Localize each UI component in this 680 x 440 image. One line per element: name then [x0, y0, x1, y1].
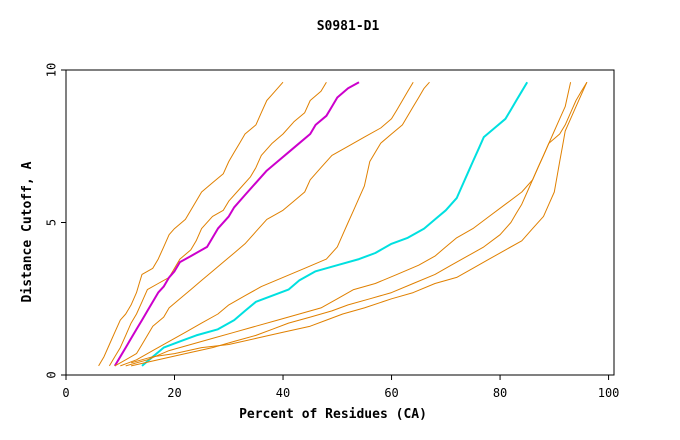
x-tick-label: 100 — [598, 386, 620, 400]
y-tick-label: 10 — [45, 63, 59, 77]
y-axis-label: Distance Cutoff, A — [20, 161, 35, 302]
series-line-5 — [120, 81, 430, 367]
series-line-8 — [130, 82, 572, 367]
series-line-6 — [141, 81, 529, 367]
x-tick-label: 40 — [276, 386, 290, 400]
series-line-4 — [114, 81, 414, 367]
series-line-7 — [125, 81, 588, 367]
series-line-3 — [113, 81, 360, 367]
x-axis-label: Percent of Residues (CA) — [239, 407, 427, 422]
x-tick-label: 20 — [167, 386, 181, 400]
x-tick-label: 60 — [384, 386, 398, 400]
y-axis-ticks: 0 5 10 — [45, 63, 66, 379]
y-tick-label: 5 — [45, 219, 59, 226]
x-axis-ticks: 0 20 40 60 80 100 — [62, 375, 619, 400]
series-line-1 — [98, 81, 284, 367]
series-line-2 — [108, 81, 327, 367]
y-tick-label: 0 — [45, 371, 59, 378]
plot-lines — [98, 81, 588, 367]
x-tick-label: 0 — [62, 386, 69, 400]
chart-title: S0981-D1 — [317, 19, 380, 34]
series-line-9 — [130, 81, 588, 364]
x-tick-label: 80 — [493, 386, 507, 400]
plot-frame — [65, 69, 615, 376]
